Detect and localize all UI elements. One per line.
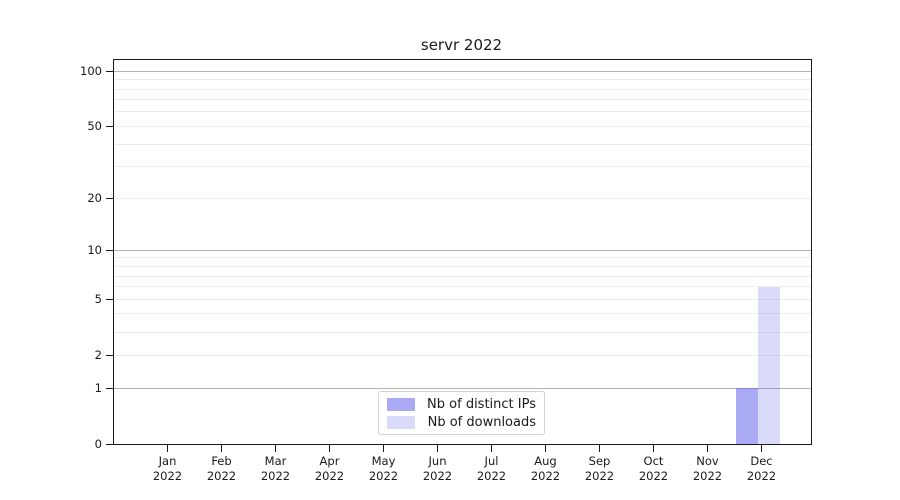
distinct-ips-swatch [387,397,415,411]
x-tick-mark [599,445,600,452]
y-tick-mark [106,298,113,300]
x-tick-mark [491,445,492,452]
x-tick-mark [275,445,276,452]
y-tick-label: 1 [94,381,102,395]
gridline-minor [114,298,811,300]
x-tick-label: Dec 2022 [746,454,777,483]
x-tick-label: Nov 2022 [692,454,723,483]
x-tick-label: Apr 2022 [314,454,345,483]
x-tick-mark [545,445,546,452]
gridline-minor [114,99,811,101]
gridline-minor [114,111,811,113]
y-tick-label: 10 [87,243,102,258]
gridline-minor [114,286,811,288]
x-tick-mark [707,445,708,452]
y-tick-mark [106,387,113,389]
x-tick-mark [653,445,654,452]
gridline-minor [114,166,811,168]
y-tick-label: 2 [94,348,102,363]
x-tick-label: May 2022 [368,454,399,483]
gridline-minor [114,354,811,356]
gridline-minor [114,266,811,267]
y-tick-label: 20 [87,191,102,206]
gridline-minor [114,197,811,199]
gridline-major [114,249,811,251]
legend: Nb of distinct IPs Nb of downloads [378,391,545,435]
y-tick-mark [106,125,113,127]
x-tick-label: Jul 2022 [476,454,507,483]
legend-label-downloads: Nb of downloads [427,414,536,430]
gridline-minor [114,257,811,259]
bar-downloads [757,286,780,444]
gridline-minor [114,79,811,81]
y-tick-label: 50 [87,119,102,134]
gridline-minor [114,275,811,277]
y-tick-label: 5 [94,292,102,307]
bar-distinct-ips [735,388,758,444]
chart-title: servr 2022 [420,36,503,54]
gridline-minor [114,331,811,333]
x-tick-label: Jan 2022 [152,454,183,483]
plot-area [113,59,812,445]
legend-label-distinct-ips: Nb of distinct IPs [427,396,536,412]
x-tick-label: Aug 2022 [530,454,561,483]
gridline-minor [114,88,811,90]
legend-item-downloads: Nb of downloads [387,415,536,430]
y-tick-label: 100 [80,64,102,79]
gridline-minor [114,143,811,145]
downloads-swatch [387,415,415,429]
x-tick-label: Mar 2022 [260,454,291,483]
y-tick-mark [106,249,113,251]
x-tick-mark [167,445,168,452]
y-tick-label: 0 [94,437,102,451]
gridline-minor [114,125,811,127]
gridline-minor [114,313,811,315]
gridline-major [114,70,811,72]
legend-item-distinct-ips: Nb of distinct IPs [387,397,536,412]
x-tick-label: Sep 2022 [584,454,615,483]
y-tick-mark [106,354,113,356]
x-tick-mark [437,445,438,452]
x-tick-mark [221,445,222,452]
x-tick-label: Jun 2022 [422,454,453,483]
x-tick-label: Oct 2022 [638,454,669,483]
x-tick-label: Feb 2022 [206,454,237,483]
gridline-major [114,387,811,389]
x-tick-mark [329,445,330,452]
y-tick-mark [106,70,113,72]
x-tick-mark [383,445,384,452]
y-tick-mark [106,443,113,445]
x-tick-mark [761,445,762,452]
y-tick-mark [106,197,113,199]
